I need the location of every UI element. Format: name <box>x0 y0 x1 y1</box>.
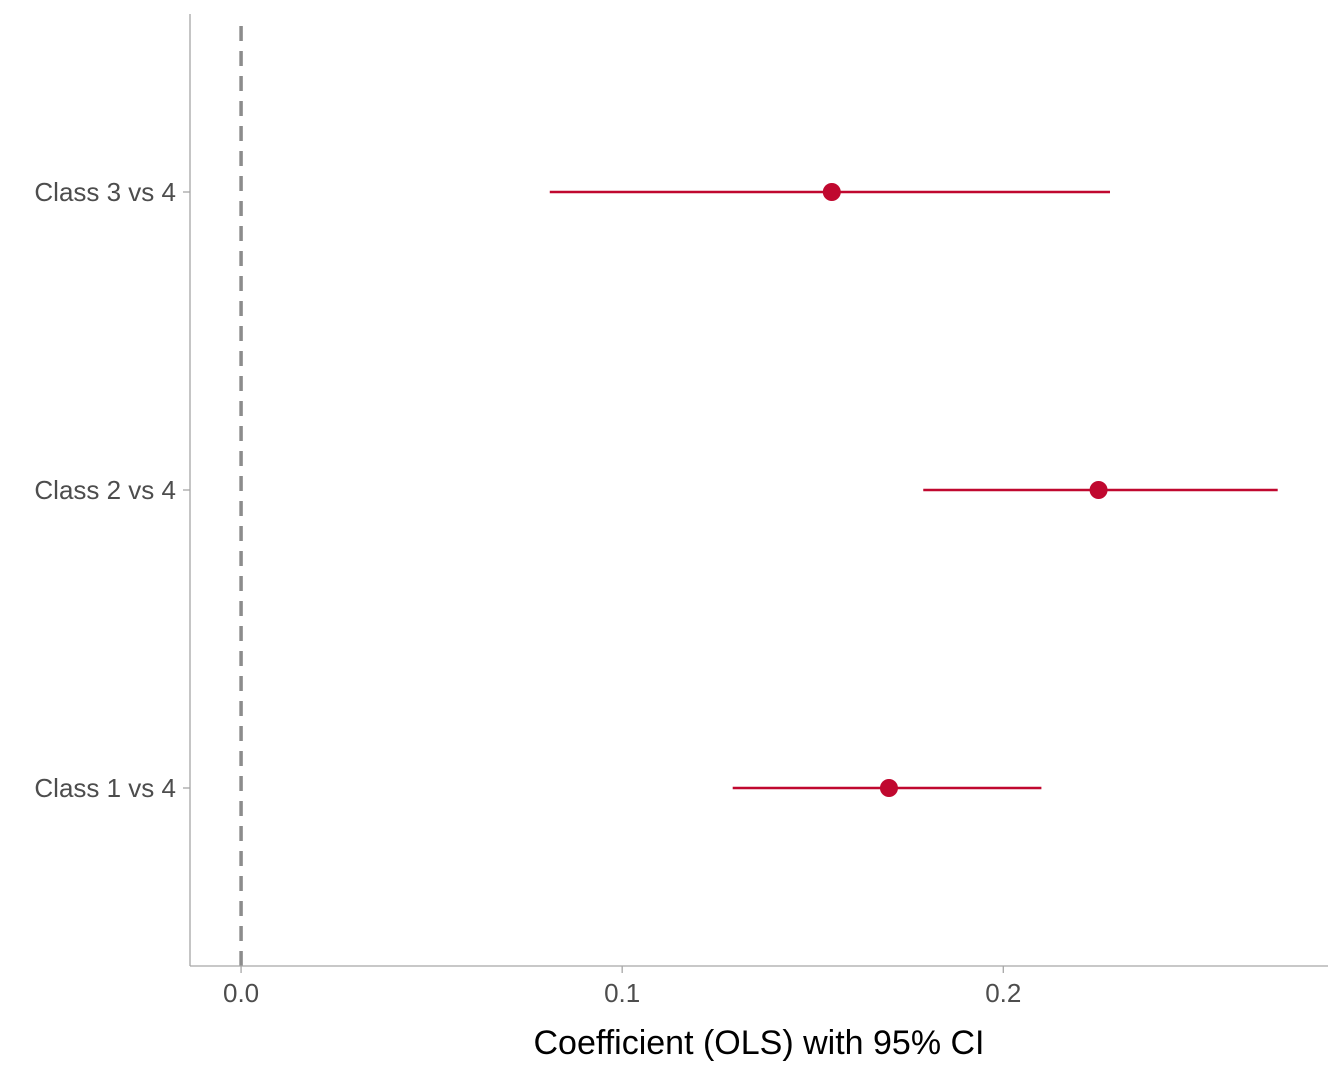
y-tick-label: Class 3 vs 4 <box>34 177 176 207</box>
y-tick-label: Class 1 vs 4 <box>34 773 176 803</box>
estimate-point <box>879 779 898 797</box>
x-tick-label: 0.0 <box>223 978 259 1008</box>
estimate-point <box>822 183 841 201</box>
x-tick-label: 0.1 <box>604 978 640 1008</box>
y-tick-label: Class 2 vs 4 <box>34 475 176 505</box>
x-tick-label: 0.2 <box>985 978 1021 1008</box>
estimate-point <box>1089 481 1108 499</box>
x-axis-title: Coefficient (OLS) with 95% CI <box>534 1024 985 1062</box>
